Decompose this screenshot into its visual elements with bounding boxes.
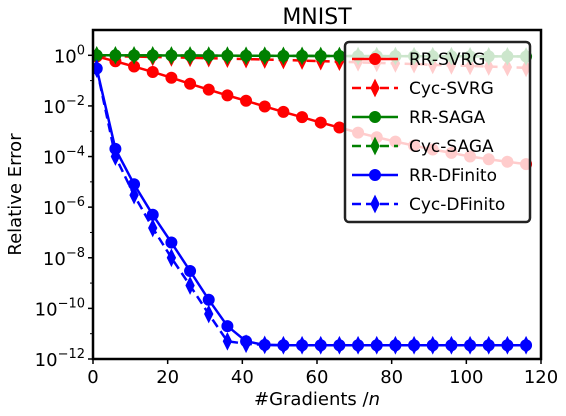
- data-point-cyc-saga: [110, 45, 121, 65]
- y-tick-label: 100: [54, 43, 85, 67]
- data-point-cyc-dfinito: [372, 335, 382, 355]
- data-point-rr-svrg: [146, 65, 159, 78]
- data-point-cyc-dfinito: [334, 335, 345, 355]
- data-point-cyc-saga: [222, 46, 233, 66]
- data-point-cyc-dfinito: [297, 335, 307, 355]
- legend-label: Cyc-SVRG: [409, 79, 494, 99]
- data-point-rr-svrg: [221, 89, 234, 102]
- legend-entry-rr-dfinito: RR-DFinito: [352, 166, 497, 186]
- legend-marker: [369, 53, 381, 65]
- legend-marker: [369, 169, 381, 181]
- legend-label: RR-DFinito: [409, 166, 497, 186]
- data-point-rr-svrg: [296, 111, 309, 124]
- x-axis-label: #Gradients /n: [254, 389, 380, 410]
- legend-entry-cyc-saga: Cyc-SAGA: [352, 136, 494, 157]
- data-point-rr-dfinito: [202, 293, 215, 306]
- data-point-rr-dfinito: [146, 208, 159, 221]
- data-point-rr-dfinito: [221, 320, 234, 333]
- data-point-cyc-saga: [297, 46, 307, 66]
- legend-entry-rr-saga: RR-SAGA: [352, 108, 486, 128]
- data-point-cyc-dfinito: [148, 218, 158, 238]
- series-cyc-dfinito: [93, 59, 531, 355]
- legend-label: Cyc-DFinito: [409, 195, 505, 215]
- data-point-rr-svrg: [202, 83, 215, 96]
- y-tick-label: 10−2: [43, 94, 85, 118]
- data-point-cyc-dfinito: [465, 335, 475, 355]
- legend-marker: [370, 136, 380, 156]
- data-point-cyc-dfinito: [484, 335, 494, 355]
- data-point-rr-svrg: [258, 100, 271, 113]
- y-tick-label: 10−12: [35, 347, 85, 371]
- data-point-cyc-dfinito: [502, 335, 513, 355]
- data-point-cyc-dfinito: [110, 147, 121, 166]
- data-point-rr-dfinito: [165, 236, 178, 249]
- data-point-cyc-dfinito: [204, 304, 214, 324]
- data-point-rr-svrg: [240, 94, 253, 107]
- data-point-cyc-dfinito: [185, 276, 195, 295]
- legend-label: RR-SAGA: [409, 108, 486, 128]
- x-tick-label: 20: [156, 367, 179, 388]
- data-point-rr-svrg: [333, 121, 346, 134]
- data-point-cyc-dfinito: [166, 248, 177, 268]
- legend: RR-SVRG Cyc-SVRG RR-SAGA Cyc-SAGA RR-DFinito…: [343, 40, 532, 224]
- data-point-cyc-dfinito: [353, 335, 363, 355]
- data-point-cyc-dfinito: [241, 334, 251, 354]
- y-tick-label: 10−6: [43, 195, 85, 219]
- data-point-rr-dfinito: [184, 265, 197, 278]
- legend-entry-rr-svrg: RR-SVRG: [352, 50, 485, 70]
- data-point-cyc-dfinito: [278, 335, 289, 355]
- axes-layer: 0 20 40 60 80 100 120 10−12 10−10 10−8 10−6 10−4 10−…: [5, 5, 558, 410]
- x-tick-label: 80: [380, 367, 403, 388]
- data-point-cyc-saga: [148, 46, 158, 65]
- data-point-cyc-dfinito: [260, 335, 270, 355]
- data-point-cyc-saga: [316, 46, 326, 66]
- data-point-cyc-saga: [185, 46, 195, 65]
- data-point-rr-svrg: [277, 105, 290, 118]
- chart-title: MNIST: [282, 5, 352, 30]
- data-point-cyc-saga: [241, 46, 251, 66]
- data-point-cyc-dfinito: [409, 335, 419, 355]
- x-tick-label: 100: [449, 367, 483, 388]
- y-tick-label: 10−10: [35, 296, 85, 320]
- legend-box: [343, 40, 532, 224]
- data-point-cyc-dfinito: [446, 335, 457, 355]
- data-point-cyc-saga: [129, 46, 139, 65]
- data-point-cyc-saga: [334, 46, 345, 66]
- data-point-cyc-dfinito: [390, 335, 401, 355]
- y-tick-label: 10−4: [43, 145, 85, 169]
- data-point-rr-svrg: [184, 77, 197, 90]
- y-axis-label: Relative Error: [5, 133, 26, 256]
- data-point-cyc-saga: [278, 46, 289, 66]
- legend-label: Cyc-SAGA: [409, 137, 494, 157]
- legend-marker: [370, 194, 380, 214]
- data-point-cyc-saga: [204, 46, 214, 66]
- y-tick-label: 10−8: [43, 246, 85, 270]
- x-tick-label: 120: [524, 367, 558, 388]
- data-point-cyc-saga: [260, 46, 270, 66]
- data-point-cyc-saga: [166, 46, 177, 65]
- data-point-rr-svrg: [165, 71, 178, 84]
- x-tick-label: 40: [231, 367, 254, 388]
- data-point-rr-svrg: [314, 116, 327, 129]
- legend-entry-cyc-svrg: Cyc-SVRG: [352, 78, 494, 99]
- legend-label: RR-SVRG: [409, 50, 485, 70]
- x-tick-label: 0: [87, 367, 98, 388]
- data-point-cyc-dfinito: [428, 335, 438, 355]
- legend-marker: [370, 78, 380, 98]
- data-point-cyc-dfinito: [316, 335, 326, 355]
- x-tick-label: 60: [306, 367, 329, 388]
- data-point-cyc-dfinito: [129, 185, 139, 205]
- legend-entry-cyc-dfinito: Cyc-DFinito: [352, 194, 505, 215]
- data-point-cyc-dfinito: [521, 335, 531, 355]
- data-point-cyc-dfinito: [222, 331, 233, 351]
- legend-marker: [369, 111, 381, 123]
